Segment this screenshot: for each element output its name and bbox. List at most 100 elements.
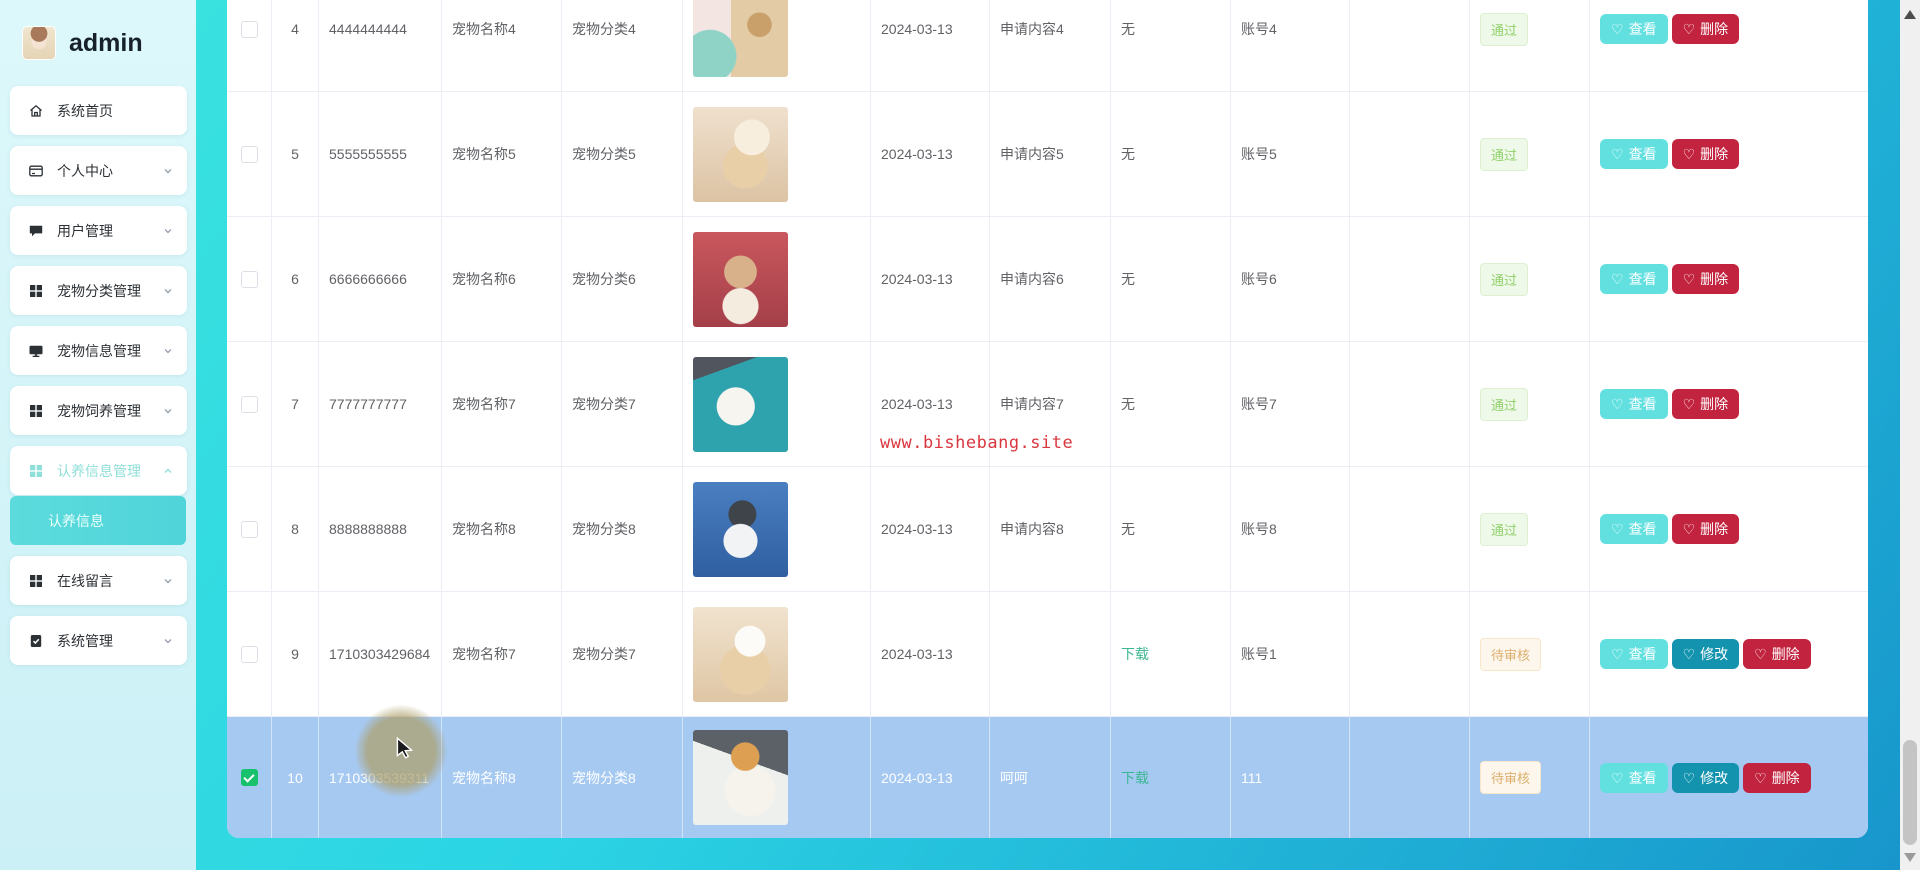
view-button[interactable]: ♡ 查看 [1600, 762, 1668, 793]
cell-status: 通过 [1470, 92, 1590, 216]
delete-button[interactable]: ♡ 删除 [1671, 389, 1740, 419]
scrollbar-up-arrow-icon[interactable] [1904, 10, 1916, 19]
table-row[interactable]: 101710303539311宠物名称8宠物分类82024-03-13呵呵下载1… [227, 717, 1868, 838]
cell-status: 通过 [1470, 0, 1590, 91]
delete-button[interactable]: ♡ 删除 [1743, 639, 1811, 669]
download-value: 无 [1121, 146, 1135, 162]
table-row[interactable]: 4 4444444444 宠物名称4 宠物分类4 2024-03-13 申请内容4 无账号4… [227, 0, 1868, 92]
white-pup-teal-photo[interactable] [693, 356, 788, 452]
view-button[interactable]: ♡ 查看 [1600, 514, 1668, 544]
table-row[interactable]: 8 8888888888 宠物名称8 宠物分类8 2024-03-13 申请内容8 无账号8… [227, 467, 1868, 592]
heart-icon: ♡ [1682, 21, 1696, 37]
cell-phone: 8888888888 [319, 467, 442, 591]
row-checkbox[interactable] [240, 645, 258, 663]
row-checkbox[interactable] [240, 145, 258, 163]
cell-num: 6 [272, 217, 319, 341]
scrollbar-down-arrow-icon[interactable] [1904, 853, 1916, 862]
sidebar-item-8[interactable]: 在线留言 [10, 556, 187, 605]
cell-extra [1350, 217, 1470, 341]
cell-extra [1350, 342, 1470, 466]
cell-actions: ♡ 查看 ♡ 删除 [1590, 217, 1868, 341]
cell-checkbox [227, 0, 272, 91]
sidebar-item-4[interactable]: 宠物分类管理 [10, 266, 187, 315]
sidebar-item-label: 宠物信息管理 [57, 342, 141, 359]
sidebar-item-6[interactable]: 宠物饲养管理 [10, 386, 187, 435]
sidebar-item-1[interactable]: 系统首页 [10, 86, 187, 135]
sidebar-subitem-adoption-info[interactable]: 认养信息 [10, 496, 186, 545]
cell-date: 2024-03-13 [871, 467, 990, 591]
cell-photo [683, 0, 871, 91]
cell-actions: ♡ 查看 ♡ 修改 ♡ 删除 [1590, 717, 1868, 838]
download-link[interactable]: 下载 [1121, 769, 1149, 786]
table-row[interactable]: 7 7777777777 宠物名称7 宠物分类7 2024-03-13 申请内容7 无账号7… [227, 342, 1868, 467]
view-button[interactable]: ♡ 查看 [1600, 14, 1668, 44]
cell-date: 2024-03-13 [871, 217, 990, 341]
cell-photo [683, 217, 871, 341]
cell-text: 4444444444 [329, 21, 407, 37]
row-checkbox[interactable] [240, 270, 258, 288]
heart-icon: ♡ [1682, 646, 1696, 662]
view-button[interactable]: ♡ 查看 [1600, 389, 1668, 419]
table-row[interactable]: 6 6666666666 宠物名称6 宠物分类6 2024-03-13 申请内容6 无账号6… [227, 217, 1868, 342]
row-checkbox[interactable] [240, 395, 258, 413]
cell-phone: 1710303429684 [319, 592, 442, 716]
row-checkbox[interactable] [240, 520, 258, 538]
cell-text: 宠物名称8 [452, 521, 516, 537]
user-block: admin [0, 0, 196, 86]
delete-button[interactable]: ♡ 删除 [1743, 762, 1811, 793]
clipboard-icon [28, 633, 44, 649]
table-row[interactable]: 5 5555555555 宠物名称5 宠物分类5 2024-03-13 申请内容5 无账号5… [227, 92, 1868, 217]
cell-phone: 7777777777 [319, 342, 442, 466]
delete-button[interactable]: ♡ 删除 [1671, 264, 1740, 294]
view-button[interactable]: ♡ 查看 [1600, 639, 1668, 669]
sidebar-item-9[interactable]: 系统管理 [10, 616, 187, 665]
cell-category: 宠物分类6 [562, 217, 683, 341]
delete-button[interactable]: ♡ 删除 [1671, 514, 1740, 544]
sidebar-item-2[interactable]: 个人中心 [10, 146, 187, 195]
heart-icon: ♡ [1611, 396, 1624, 412]
corgi-cake-photo[interactable] [693, 231, 788, 327]
view-button[interactable]: ♡ 查看 [1600, 264, 1668, 294]
view-button[interactable]: ♡ 查看 [1600, 139, 1668, 169]
delete-button[interactable]: ♡ 删除 [1671, 14, 1740, 44]
cell-name: 宠物名称6 [442, 217, 562, 341]
cell-text: 申请内容4 [1000, 21, 1064, 37]
pug-collage-photo[interactable] [693, 0, 788, 77]
corgi-cream-photo[interactable] [693, 606, 788, 702]
sidebar-item-5[interactable]: 宠物信息管理 [10, 326, 187, 375]
delete-button[interactable]: ♡ 删除 [1671, 139, 1740, 169]
row-checkbox[interactable] [240, 20, 258, 38]
edit-button[interactable]: ♡ 修改 [1671, 639, 1740, 669]
pomeranian-photo[interactable] [693, 730, 788, 825]
sidebar-menu: 系统首页个人中心用户管理宠物分类管理宠物信息管理宠物饲养管理 认养信息管理 认养信息… [0, 86, 196, 665]
user-name: admin [69, 28, 143, 57]
row-checkbox[interactable] [240, 769, 258, 786]
cell-phone: 5555555555 [319, 92, 442, 216]
sidebar-item-3[interactable]: 用户管理 [10, 206, 187, 255]
scrollbar-thumb[interactable] [1903, 740, 1917, 845]
table-row[interactable]: 9 1710303429684 宠物名称7 宠物分类7 2024-03-13 下载 账号1 待… [227, 592, 1868, 717]
status-badge: 通过 [1480, 12, 1529, 46]
cell-account: 账号8 [1231, 467, 1350, 591]
cell-text: 111 [1241, 769, 1263, 786]
cell-account: 账号5 [1231, 92, 1350, 216]
cell-status: 待审核 [1470, 717, 1590, 838]
cell-date: 2024-03-13 [871, 717, 990, 838]
chat-icon [28, 223, 44, 239]
cell-text: 账号1 [1241, 646, 1277, 662]
cell-text: 7777777777 [329, 396, 407, 412]
cell-status: 待审核 [1470, 592, 1590, 716]
cell-text: 宠物名称6 [452, 271, 516, 287]
cell-text: 7 [291, 396, 299, 412]
cell-num: 8 [272, 467, 319, 591]
page-scrollbar[interactable] [1900, 0, 1920, 870]
cell-text: 2024-03-13 [881, 271, 953, 287]
corgi-blue-photo[interactable] [693, 481, 788, 577]
corgi-beige-photo[interactable] [693, 106, 788, 202]
avatar[interactable] [22, 26, 56, 60]
download-link[interactable]: 下载 [1121, 646, 1149, 662]
sidebar-item-7[interactable]: 认养信息管理 [10, 446, 187, 495]
cell-date: 2024-03-13 [871, 342, 990, 466]
cell-extra [1350, 592, 1470, 716]
edit-button[interactable]: ♡ 修改 [1671, 762, 1740, 793]
